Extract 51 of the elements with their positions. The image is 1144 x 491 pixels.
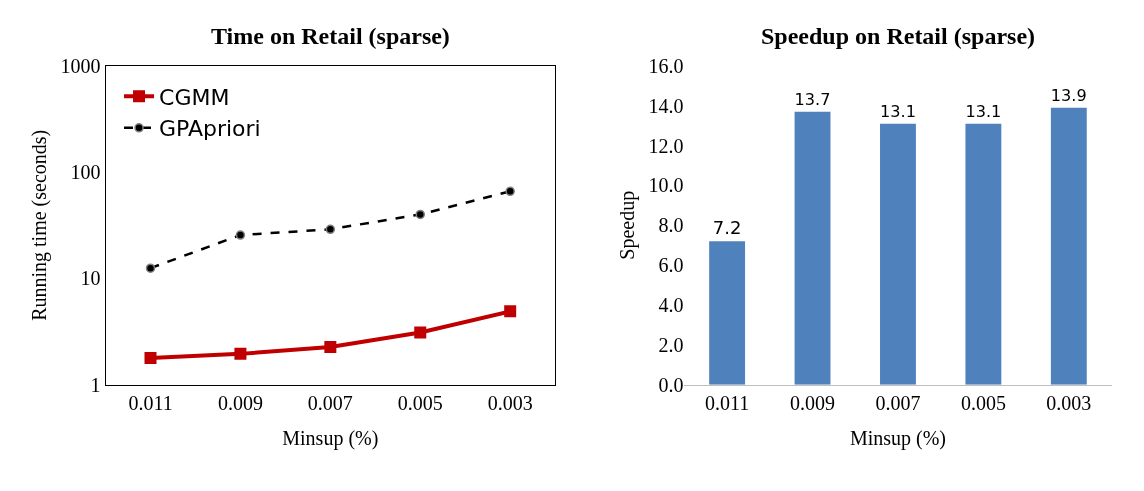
data-label: 7.2 (712, 217, 742, 239)
x-tick-label: 0.003 (1046, 391, 1092, 414)
y-tick-label: 2.0 (658, 333, 684, 356)
point (505, 186, 515, 197)
x-tick-label: 0.007 (875, 391, 921, 414)
point (235, 230, 246, 240)
x-tick-label: 0.011 (704, 391, 750, 414)
x-tick-label: 0.011 (128, 391, 173, 414)
y-tick-label: 10 (80, 267, 101, 290)
y-tick-label: 16.0 (648, 54, 684, 77)
data-label: 13.1 (880, 102, 916, 122)
point (234, 347, 247, 360)
bar (880, 123, 916, 385)
point (415, 209, 426, 220)
point (325, 224, 336, 235)
legend-label: CGMM (159, 84, 230, 110)
y-tick-label: 12.0 (648, 134, 684, 157)
x-tick-label: 0.007 (307, 391, 353, 414)
x-tick-label: 0.005 (397, 391, 443, 414)
point (504, 305, 517, 318)
x-axis-title: Minsup (%) (849, 427, 947, 451)
y-tick-label: 8.0 (658, 214, 684, 237)
point (414, 326, 427, 339)
point (324, 341, 337, 354)
y-axis-title: Speedup (615, 190, 639, 260)
point (144, 352, 157, 365)
chart-title: Time on Retail (sparse) (211, 23, 450, 49)
y-tick-label: 0.0 (658, 373, 684, 396)
x-tick-label: 0.003 (487, 391, 533, 414)
y-tick-label: 4.0 (658, 293, 684, 316)
y-tick-label: 10.0 (648, 174, 684, 197)
legend-label: GPApriori (159, 116, 261, 142)
bar (1050, 107, 1087, 385)
y-tick-label: 100 (70, 161, 101, 184)
y-tick-label: 1000 (60, 54, 101, 77)
x-tick-label: 0.009 (790, 391, 836, 414)
y-tick-label: 1 (90, 373, 101, 396)
x-axis-title: Minsup (%) (282, 427, 379, 451)
bar (965, 123, 1002, 385)
bar (709, 241, 746, 385)
x-tick-label: 0.009 (217, 391, 263, 414)
data-label: 13.9 (1050, 86, 1087, 106)
chart-title: Speedup on Retail (sparse) (761, 23, 1036, 49)
data-label: 13.1 (965, 102, 1002, 122)
y-tick-label: 14.0 (648, 94, 684, 117)
point (145, 263, 156, 273)
y-axis-title: Running time (seconds) (28, 129, 52, 321)
x-tick-label: 0.005 (960, 391, 1006, 414)
data-label: 13.7 (794, 90, 831, 110)
bar (794, 111, 831, 385)
y-tick-label: 6.0 (658, 254, 684, 277)
